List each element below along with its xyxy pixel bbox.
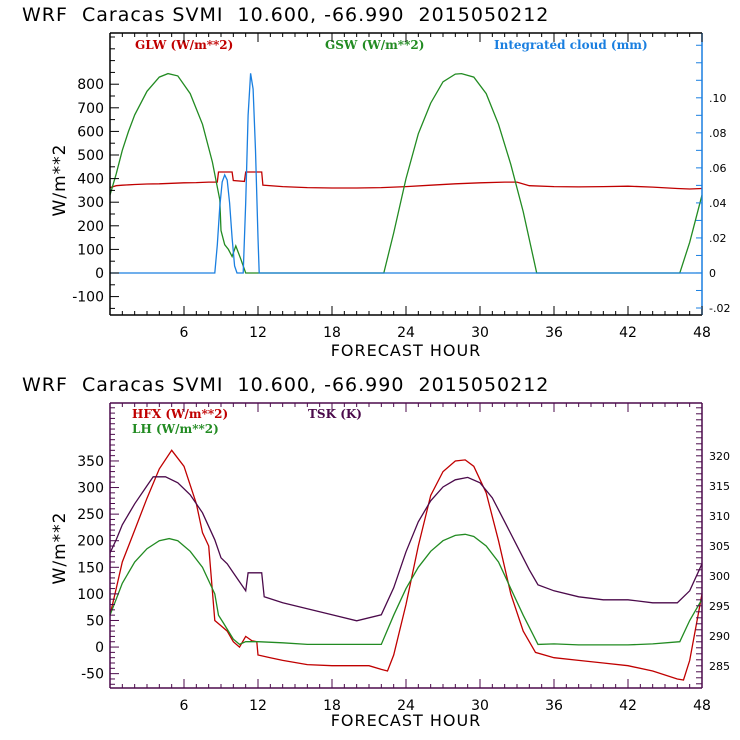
- y2-tick-label: 305: [709, 540, 730, 553]
- x-tick-label: 6: [180, 698, 189, 714]
- legend-cloud: Integrated cloud (mm): [494, 38, 648, 52]
- y2-tick-label: 310: [709, 510, 730, 523]
- top-marks: 6 12 18 24 30 36 42 48 800 700 600 500 400 300 200 100 0…: [72, 32, 730, 341]
- legend-lh: LH (W/m**2): [132, 422, 219, 436]
- x-tick-label: 48: [693, 325, 711, 341]
- y2-tick-label: 0: [709, 267, 716, 280]
- y-tick-label: -50: [81, 667, 104, 683]
- bottom-panel: WRF Caracas SVMI 10.600, -66.990 2015050…: [22, 374, 730, 730]
- series-line-lh: [109, 533, 703, 646]
- y-tick-label: 200: [77, 534, 104, 550]
- x-axis-label: FORECAST HOUR: [331, 711, 482, 730]
- legend-gsw: GSW (W/m**2): [325, 38, 424, 52]
- y-tick-label: 50: [86, 613, 104, 629]
- y2-tick-label: .08: [709, 127, 727, 140]
- y2-tick-label: .02: [709, 232, 727, 245]
- y2-tick-label: 290: [709, 630, 730, 643]
- y-tick-label: 200: [77, 219, 104, 235]
- x-tick-label: 24: [397, 325, 415, 341]
- series-line-tsk: [109, 476, 703, 622]
- chart-title: WRF Caracas SVMI 10.600, -66.990 2015050…: [22, 374, 549, 396]
- y2-tick-label: -.02: [709, 302, 730, 315]
- x-tick-label: 42: [619, 698, 637, 714]
- top-panel: WRF Caracas SVMI 10.600, -66.990 2015050…: [22, 4, 730, 360]
- x-axis-label: FORECAST HOUR: [331, 341, 482, 360]
- y-tick-label: -100: [72, 290, 104, 306]
- y2-tick-label: .10: [709, 92, 727, 105]
- x-tick-label: 30: [471, 325, 489, 341]
- y-tick-label: 150: [77, 560, 104, 576]
- y2-tick-label: 320: [709, 450, 730, 463]
- legend-hfx: HFX (W/m**2): [132, 407, 228, 421]
- y-tick-label: 600: [77, 124, 104, 140]
- y-tick-label: 400: [77, 172, 104, 188]
- x-tick-label: 48: [693, 698, 711, 714]
- y-tick-label: 250: [77, 507, 104, 523]
- x-tick-label: 36: [545, 698, 563, 714]
- x-tick-label: 6: [180, 325, 189, 341]
- x-tick-label: 18: [323, 698, 341, 714]
- y-tick-label: 100: [77, 242, 104, 258]
- x-tick-label: 24: [397, 698, 415, 714]
- y-tick-label: 500: [77, 148, 104, 164]
- y2-tick-label: 315: [709, 480, 730, 493]
- series-line-integrated: [110, 73, 702, 274]
- series-line-hfx: [109, 449, 703, 681]
- series-line-gsw: [109, 72, 703, 274]
- y-tick-label: 300: [77, 195, 104, 211]
- y2-tick-label: 295: [709, 600, 730, 613]
- y-tick-label: 300: [77, 481, 104, 497]
- y-tick-label: 0: [95, 266, 104, 282]
- y-tick-label: 350: [77, 454, 104, 470]
- x-tick-label: 12: [249, 698, 267, 714]
- x-tick-label: 30: [471, 698, 489, 714]
- y-tick-label: 0: [95, 640, 104, 656]
- y2-tick-label: .06: [709, 162, 727, 175]
- y-tick-label: 700: [77, 101, 104, 117]
- chart-title: WRF Caracas SVMI 10.600, -66.990 2015050…: [22, 4, 549, 26]
- y-axis-label: W/m**2: [50, 144, 70, 217]
- x-tick-label: 18: [323, 325, 341, 341]
- y2-tick-label: .04: [709, 197, 727, 210]
- series-line-glw: [109, 171, 703, 190]
- x-tick-label: 42: [619, 325, 637, 341]
- y2-tick-label: 300: [709, 570, 730, 583]
- bottom-marks: 6 12 18 24 30 36 42 48 350 300 250 200 150 100 50 0 -50 3…: [77, 402, 730, 714]
- x-tick-label: 36: [545, 325, 563, 341]
- y2-tick-label: 285: [709, 660, 730, 673]
- x-tick-label: 12: [249, 325, 267, 341]
- y-tick-label: 100: [77, 587, 104, 603]
- legend-tsk: TSK (K): [308, 407, 362, 421]
- y-axis-label: W/m**2: [50, 512, 70, 585]
- legend-glw: GLW (W/m**2): [135, 38, 233, 52]
- y-tick-label: 800: [77, 77, 104, 93]
